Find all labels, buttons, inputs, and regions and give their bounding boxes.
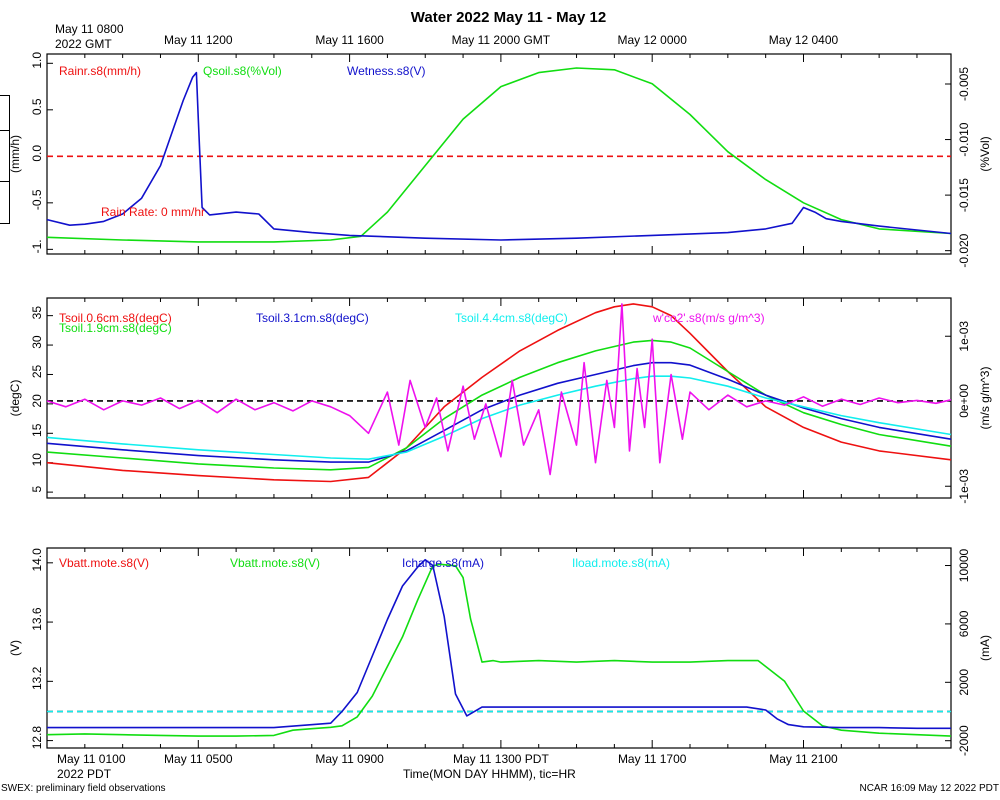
rain-rate-annotation: Rain Rate: 0 mm/hr — [101, 205, 205, 219]
legend-entry: Iload.mote.s8(mA) — [572, 556, 670, 570]
y-tick-label: 1.0 — [30, 52, 44, 69]
y-tick-label: 13.2 — [30, 666, 44, 690]
y2-tick-label: -0.015 — [957, 178, 971, 212]
y-tick-label: 30 — [30, 335, 44, 349]
gmt-year-label: 2022 GMT — [55, 37, 112, 51]
gmt-tick-label: May 11 2000 GMT — [452, 33, 551, 47]
legend-entry: w'co2'.s8(m/s g/m^3) — [652, 311, 765, 325]
y2-tick-label: 0e+00 — [957, 384, 971, 418]
legend-entry: Tsoil.3.1cm.s8(degC) — [256, 311, 369, 325]
series-line-w-co2-s8-m-s-g-m-3- — [46, 303, 952, 476]
y-tick-label: 20 — [30, 394, 44, 408]
series-line-tsoil-0-6cm-s8-degc- — [46, 303, 952, 483]
pdt-tick-label: May 11 2100 — [769, 752, 838, 766]
y2-tick-label: 10000 — [957, 549, 971, 583]
gmt-tick-label: May 11 1600 — [315, 33, 384, 47]
y-tick-label: 10 — [30, 453, 44, 467]
y-tick-label: 25 — [30, 364, 44, 378]
footer-left: SWEX: preliminary field observations — [1, 783, 166, 794]
y2-tick-label: -2000 — [957, 725, 971, 756]
y2-tick-label: -0.010 — [957, 122, 971, 156]
y-tick-label: 13.6 — [30, 607, 44, 631]
y-axis-label: (degC) — [8, 380, 22, 417]
y-tick-label: 5 — [30, 485, 44, 492]
x-axis-label: Time(MON DAY HHMM), tic=HR — [403, 767, 576, 781]
y2-tick-label: 2000 — [957, 669, 971, 696]
figure-title: Water 2022 May 11 - May 12 — [410, 9, 607, 26]
pdt-start-label: May 11 0100 — [57, 752, 126, 766]
y-axis-label: (mm/h) — [8, 135, 22, 173]
y-tick-label: 14.0 — [30, 548, 44, 572]
y-tick-label: 15 — [30, 423, 44, 437]
legend-entry: Icharge.s8(mA) — [402, 556, 484, 570]
series-line-tsoil-1-9cm-s8-degc- — [46, 339, 952, 471]
legend-entry: Wetness.s8(V) — [347, 64, 425, 78]
series-line-qsoil-s8-vol- — [46, 67, 952, 243]
legend-entry: Vbatt.mote.s8(V) — [59, 556, 149, 570]
legend-entry: Vbatt.mote.s8(V) — [230, 556, 320, 570]
series-line-wetness-s8-v- — [46, 71, 952, 241]
series-line-icharge-s8-ma- — [47, 558, 951, 730]
legend-entry: Tsoil.4.4cm.s8(degC) — [455, 311, 568, 325]
series-line-tsoil-3-1cm-s8-degc- — [46, 361, 952, 463]
footer-right: NCAR 16:09 May 12 2022 PDT — [859, 783, 999, 794]
y-tick-label: -1. — [30, 239, 44, 253]
left-edge-bracket — [0, 95, 10, 224]
panel-3-frame — [46, 547, 952, 749]
gmt-start-label: May 11 0800 — [55, 22, 124, 36]
y-tick-label: 35 — [30, 306, 44, 320]
panel-2-frame — [46, 297, 952, 499]
pdt-tick-label: May 11 0900 — [315, 752, 384, 766]
y2-tick-label: 1e-03 — [957, 321, 971, 352]
pdt-tick-label: May 11 1300 PDT — [453, 752, 549, 766]
legend-entry: Tsoil.1.9cm.s8(degC) — [59, 321, 172, 335]
gmt-tick-label: May 11 1200 — [164, 33, 233, 47]
y2-tick-label: 6000 — [957, 610, 971, 637]
y2-tick-label: -1e-03 — [957, 469, 971, 504]
legend-entry: Rainr.s8(mm/h) — [59, 64, 141, 78]
y-tick-label: 0.0 — [30, 145, 44, 162]
y2-tick-label: -0.020 — [957, 233, 971, 267]
pdt-tick-label: May 11 0500 — [164, 752, 233, 766]
y-axis-label: (V) — [8, 640, 22, 656]
pdt-tick-label: May 11 1700 — [618, 752, 687, 766]
series-line-vbatt-mote-s8-v- — [46, 563, 952, 737]
left-edge-mark — [0, 130, 10, 182]
y2-tick-label: -0.005 — [957, 67, 971, 101]
y-tick-label: 12.8 — [30, 726, 44, 750]
series-line-tsoil-4-4cm-s8-degc- — [46, 375, 952, 461]
y-tick-label: 0.5 — [30, 98, 44, 115]
legend-entry: Qsoil.s8(%Vol) — [203, 64, 282, 78]
y-tick-label: -0.5 — [30, 189, 44, 210]
gmt-tick-label: May 12 0400 — [769, 33, 839, 47]
y2-axis-label: (%Vol) — [978, 136, 992, 171]
y2-axis-label: (m/s g/m^3) — [978, 367, 992, 430]
gmt-tick-label: May 12 0000 — [617, 33, 687, 47]
panel-1-frame — [46, 53, 952, 255]
y2-axis-label: (mA) — [978, 635, 992, 661]
legend-entry: Tsoil.0.6cm.s8(degC) — [59, 311, 172, 325]
pdt-year-label: 2022 PDT — [57, 767, 112, 781]
